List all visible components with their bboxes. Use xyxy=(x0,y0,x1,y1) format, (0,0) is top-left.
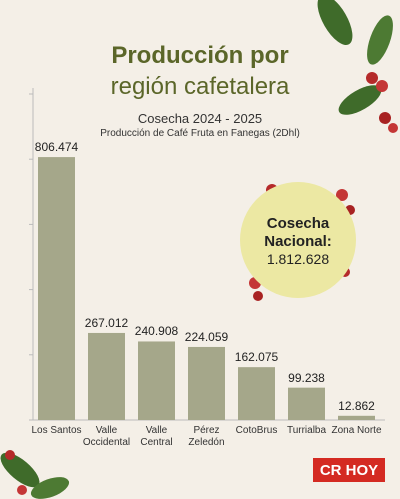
value-label: 224.059 xyxy=(184,329,229,344)
caption: Producción de Café Fruta en Fanegas (2Dh… xyxy=(100,128,300,139)
bar xyxy=(88,332,125,420)
x-tick-label: Valle Occidental xyxy=(82,425,131,448)
title: Producción por xyxy=(111,42,289,69)
title: región cafetalera xyxy=(110,73,290,100)
bar xyxy=(138,341,175,420)
x-tick-label: Zona Norte xyxy=(331,425,382,436)
logo xyxy=(313,458,385,482)
value-label: 99.238 xyxy=(288,370,325,385)
x-tick-label: Los Santos xyxy=(31,425,82,436)
bar xyxy=(188,346,225,420)
value-label: 240.908 xyxy=(134,324,179,339)
subtitle: Cosecha 2024 - 2025 xyxy=(137,111,263,126)
bar xyxy=(338,415,375,420)
value-label: 162.075 xyxy=(234,350,279,365)
total-badge xyxy=(240,182,356,298)
value-label: 267.012 xyxy=(84,315,129,330)
bar xyxy=(38,157,75,420)
x-tick-label: Turrialba xyxy=(286,425,327,436)
x-tick-label: Valle Central xyxy=(140,425,173,448)
x-tick-label: CotoBrus xyxy=(235,425,278,436)
value-label: 12.862 xyxy=(338,398,375,413)
total-label: Cosecha Nacional: xyxy=(264,215,332,250)
bar xyxy=(288,387,325,420)
x-tick-label: Pérez Zeledón xyxy=(188,425,225,448)
bar xyxy=(238,367,275,420)
logo-text: CR HOY xyxy=(320,462,378,479)
total-value: 1.812.628 xyxy=(266,251,330,267)
value-label: 806.474 xyxy=(34,140,79,155)
